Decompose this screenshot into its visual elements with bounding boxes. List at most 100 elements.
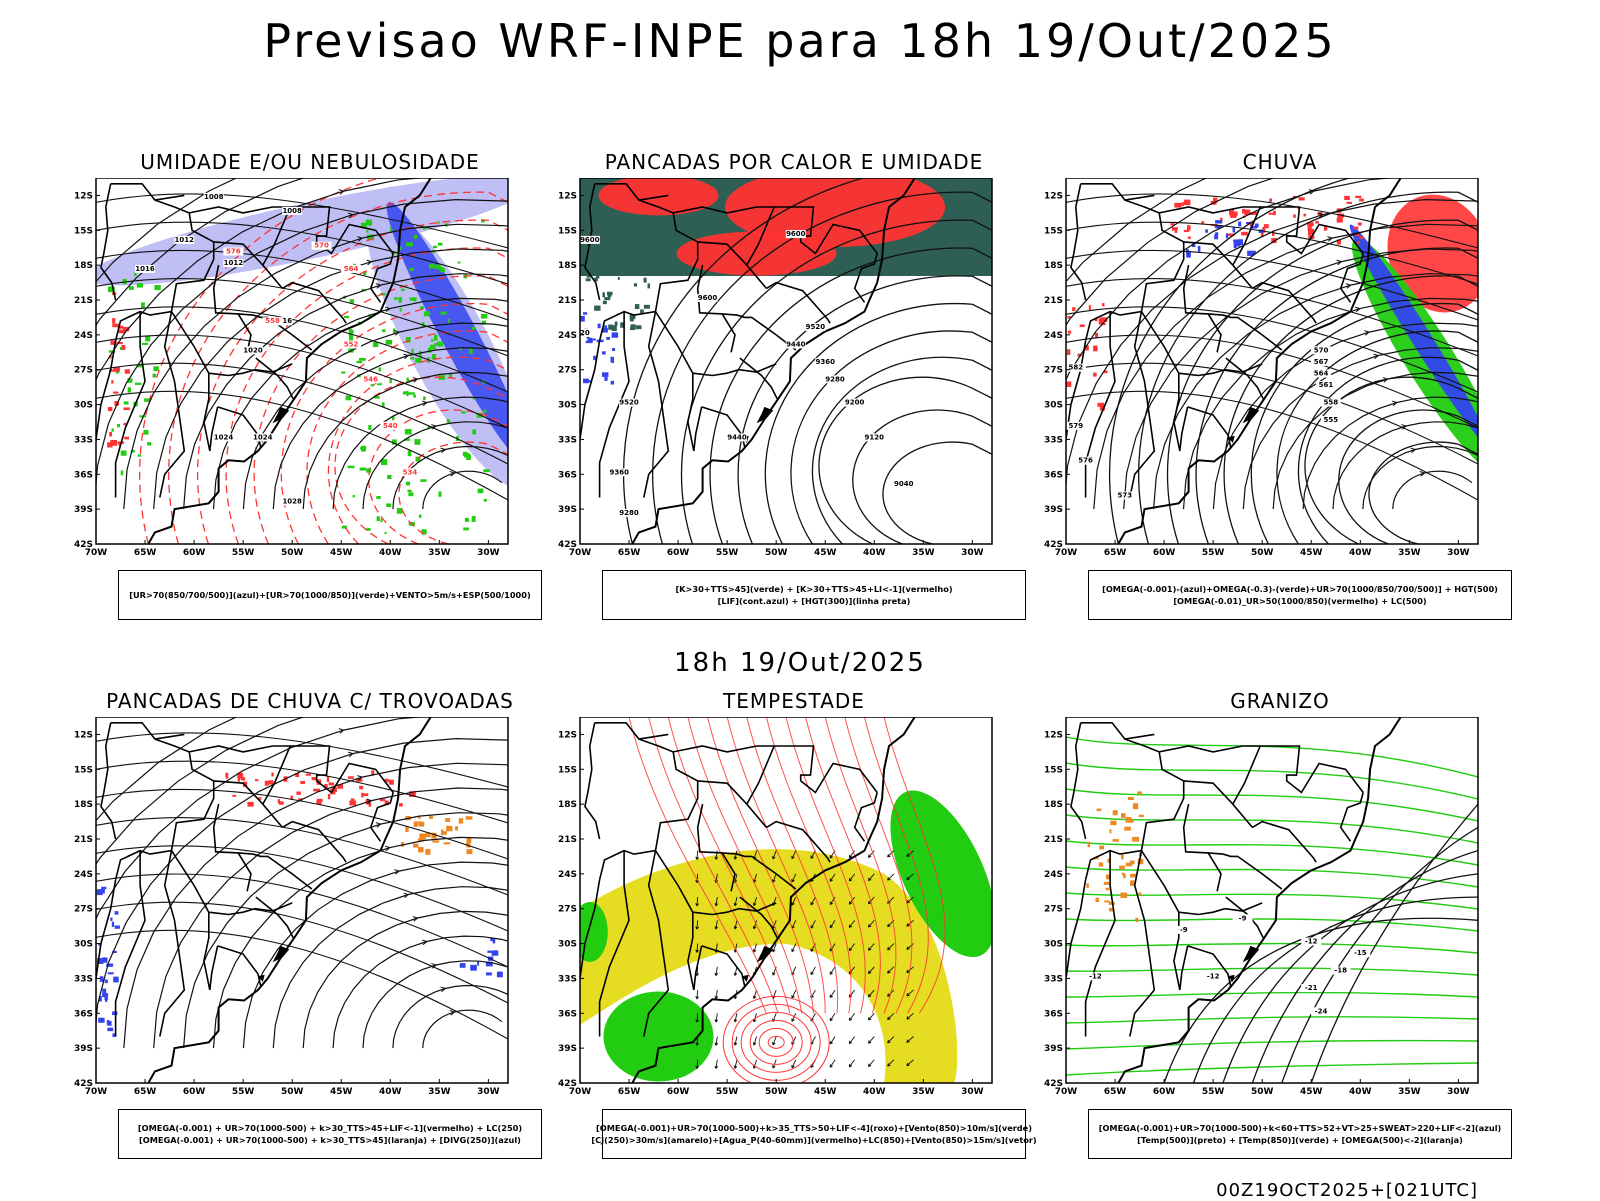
legend-box: [OMEGA(-0.001)+UR>70(1000-500)+k<60+TTS>…	[1088, 1109, 1512, 1159]
lat-tick-label: 36S	[74, 470, 93, 480]
contour-label: 1008	[204, 193, 224, 201]
lat-tick-label: 24S	[1044, 870, 1063, 880]
lat-tick-label: 12S	[74, 730, 93, 740]
contour-label: 9520	[570, 329, 590, 337]
contour-label: 9600	[786, 230, 806, 238]
lon-tick-label: 60W	[667, 548, 690, 558]
lon-tick-label: 30W	[961, 548, 984, 558]
lat-tick-label: 30S	[1044, 940, 1063, 950]
lat-tick-label: 15S	[558, 765, 577, 775]
lat-tick-label: 33S	[74, 974, 93, 984]
lon-tick-label: 45W	[814, 548, 837, 558]
panel-umidade: UMIDADE E/OU NEBULOSIDADE 1008 1008 1012 101…	[70, 150, 550, 640]
lon-tick-label: 30W	[1447, 1087, 1470, 1097]
legend-box: [UR>70(850/700/500)](azul)+[UR>70(1000/8…	[118, 570, 542, 620]
lon-tick-label: 70W	[1055, 1087, 1078, 1097]
lon-tick-label: 70W	[1055, 548, 1078, 558]
map-chuva: 582 579 576 573 570 567 564 561 558 555 12S 15S 18S 2…	[1044, 178, 1479, 558]
lat-tick-label: 21S	[74, 835, 93, 845]
lat-tick-label: 12S	[1044, 191, 1063, 201]
lat-tick-label: 33S	[74, 435, 93, 445]
lat-tick-label: 30S	[74, 940, 93, 950]
lon-tick-label: 50W	[1251, 548, 1274, 558]
panel-granizo: GRANIZO -12 -12 -12 -15 -18 -21 -24 -9 -9 12S 15S 18…	[1040, 689, 1520, 1179]
lon-tick-label: 40W	[1349, 548, 1372, 558]
contour-label: 546	[363, 375, 378, 383]
lat-tick-label: 42S	[74, 540, 93, 550]
lat-tick-label: 33S	[558, 974, 577, 984]
legend-line: [OMEGA(-0.001) + UR>70(1000-500) + k>30_…	[137, 1123, 523, 1133]
contour-label: 1024	[253, 433, 273, 441]
contour-label: 564	[344, 265, 359, 273]
lon-tick-label: 65W	[1104, 1087, 1127, 1097]
lat-tick-label: 30S	[558, 401, 577, 411]
lat-tick-label: 33S	[558, 435, 577, 445]
lat-tick-label: 27S	[558, 366, 577, 376]
contour-label: -18	[1334, 967, 1347, 975]
panel-title: TEMPESTADE	[723, 689, 865, 713]
lon-tick-label: 70W	[85, 1087, 108, 1097]
lon-tick-label: 70W	[569, 1087, 592, 1097]
lat-tick-label: 12S	[558, 191, 577, 201]
contour-label: 1016	[135, 265, 155, 273]
lat-tick-label: 39S	[1044, 1044, 1063, 1054]
lon-tick-label: 35W	[428, 548, 451, 558]
panel-title: UMIDADE E/OU NEBULOSIDADE	[140, 150, 480, 174]
legend-line: [OMEGA(-0.01)_UR>50(1000/850)(vermelho) …	[1173, 596, 1427, 606]
contour-label: 552	[344, 340, 359, 348]
lat-tick-label: 42S	[74, 1079, 93, 1089]
lon-tick-label: 60W	[667, 1087, 690, 1097]
lat-tick-label: 15S	[1044, 226, 1063, 236]
contour-label: 570	[1314, 346, 1329, 354]
legend-line: [LIF](cont.azul) + [HGT(300)](linha pret…	[717, 596, 911, 606]
lon-tick-label: 55W	[1202, 548, 1225, 558]
legend-box: [OMEGA(-0.001) + UR>70(1000-500) + k>30_…	[118, 1109, 542, 1159]
lat-tick-label: 36S	[74, 1009, 93, 1019]
contour-label: -15	[1354, 949, 1367, 957]
panel-pancadas-calor: PANCADAS POR CALOR E UMIDADE 9600 9600 9600…	[554, 150, 1034, 640]
map-pancadas-calor: 9600 9600 9600 9520 9520 9520 9440 9440 9360 9360…	[558, 178, 993, 558]
lat-tick-label: 15S	[74, 765, 93, 775]
lat-tick-label: 33S	[1044, 974, 1063, 984]
panel-pancadas-trovoadas: PANCADAS DE CHUVA C/ TROVOADAS 12S 15S 18S 2…	[70, 689, 550, 1179]
panel-tempestade: TEMPESTADE 12S 15S 18S 21S 24S 27S 30S 33S 36S 39S…	[554, 689, 1037, 1179]
contour-label: 9520	[806, 323, 826, 331]
contour-label: 9360	[815, 358, 835, 366]
lon-tick-label: 30W	[477, 1087, 500, 1097]
lat-tick-label: 12S	[1044, 730, 1063, 740]
legend-box: [OMEGA(-0.001)-(azul)+OMEGA(-0.3)-(verde…	[1088, 570, 1512, 620]
contour-label: 540	[383, 422, 398, 430]
lat-tick-label: 15S	[74, 226, 93, 236]
contour-label: 9600	[580, 236, 600, 244]
lon-tick-label: 60W	[183, 1087, 206, 1097]
contour-label: -12	[1207, 972, 1220, 980]
contour-label: 570	[314, 242, 329, 250]
lat-tick-label: 18S	[1044, 261, 1063, 271]
contour-label: 573	[1118, 492, 1133, 500]
contour-label: 564	[1314, 370, 1329, 378]
lat-tick-label: 39S	[558, 505, 577, 515]
lat-tick-label: 30S	[558, 940, 577, 950]
lon-tick-label: 55W	[716, 548, 739, 558]
contour-label: -12	[1305, 938, 1318, 946]
lat-tick-label: 27S	[1044, 905, 1063, 915]
lat-tick-label: 21S	[1044, 835, 1063, 845]
legend-line: [OMEGA(-0.001)+UR>70(1000-500)+k>35_TTS>…	[596, 1123, 1032, 1133]
lon-tick-label: 40W	[379, 548, 402, 558]
legend-line: [OMEGA(-0.001)-(azul)+OMEGA(-0.3)-(verde…	[1102, 584, 1498, 594]
lon-tick-label: 45W	[814, 1087, 837, 1097]
lon-tick-label: 35W	[1398, 1087, 1421, 1097]
lon-tick-label: 50W	[281, 548, 304, 558]
lat-tick-label: 39S	[558, 1044, 577, 1054]
lon-tick-label: 55W	[232, 548, 255, 558]
lat-tick-label: 24S	[558, 331, 577, 341]
lat-tick-label: 15S	[558, 226, 577, 236]
main-title: Previsao WRF-INPE para 18h 19/Out/2025	[263, 14, 1337, 68]
contour-label: 555	[1324, 416, 1339, 424]
legend-line: [UR>70(850/700/500)](azul)+[UR>70(1000/8…	[129, 590, 531, 600]
lon-tick-label: 50W	[765, 1087, 788, 1097]
contour-label: -9	[1239, 914, 1247, 922]
contour-label: 576	[226, 248, 241, 256]
lon-tick-label: 65W	[134, 548, 157, 558]
